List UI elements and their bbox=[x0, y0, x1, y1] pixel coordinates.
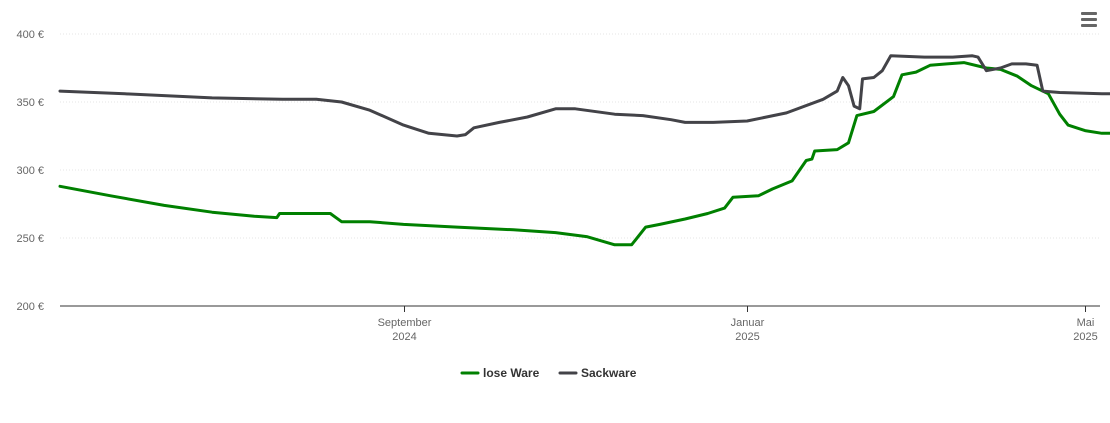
x-tick-year-label: 2025 bbox=[735, 331, 759, 343]
legend-item-lose-ware[interactable]: lose Ware bbox=[460, 366, 540, 380]
legend[interactable]: lose Ware Sackware bbox=[460, 366, 637, 380]
y-axis-labels: 200 € 250 € 300 € 350 € 400 € bbox=[16, 29, 44, 313]
legend-label: Sackware bbox=[581, 366, 637, 380]
legend-label: lose Ware bbox=[483, 366, 540, 380]
series-line-lose-ware[interactable] bbox=[58, 61, 1110, 247]
y-tick-label: 200 € bbox=[16, 301, 44, 313]
y-tick-label: 350 € bbox=[16, 97, 44, 109]
x-tick-year-label: 2025 bbox=[1073, 331, 1097, 343]
hamburger-menu-icon bbox=[1078, 12, 1100, 27]
series-line-sackware[interactable] bbox=[58, 54, 1110, 138]
chart-menu-button[interactable] bbox=[1078, 12, 1100, 32]
x-tick-label: Mai bbox=[1077, 317, 1095, 329]
x-tick-label: Januar bbox=[731, 317, 765, 329]
y-tick-label: 400 € bbox=[16, 29, 44, 41]
grid-lines bbox=[60, 33, 1100, 239]
y-tick-label: 300 € bbox=[16, 165, 44, 177]
y-tick-label: 250 € bbox=[16, 233, 44, 245]
series-lines bbox=[58, 54, 1110, 247]
x-axis: September 2024 Januar 2025 Mai 2025 bbox=[60, 305, 1100, 343]
x-tick-year-label: 2024 bbox=[392, 331, 416, 343]
legend-item-sackware[interactable]: Sackware bbox=[558, 366, 637, 380]
x-tick-label: September bbox=[378, 317, 432, 329]
